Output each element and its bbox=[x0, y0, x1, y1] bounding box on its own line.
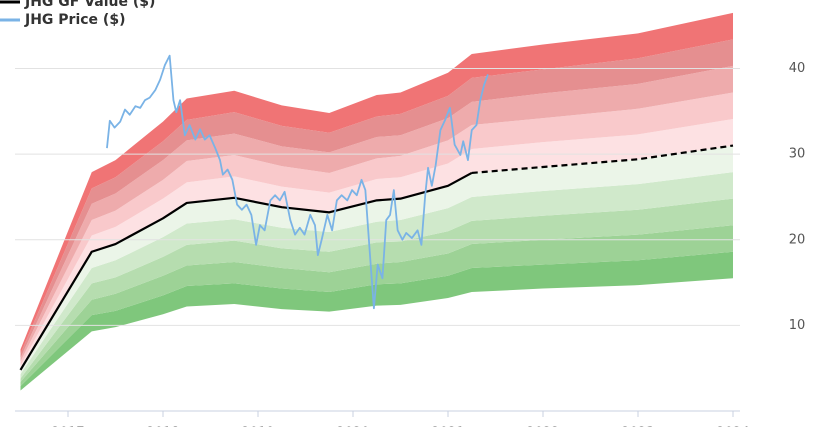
y-tick-label: 30 bbox=[789, 147, 806, 162]
value-band bbox=[20, 119, 733, 370]
legend-label: JHG GF Value ($) bbox=[24, 0, 155, 10]
value-band bbox=[20, 172, 733, 379]
grid bbox=[15, 68, 740, 326]
x-tick-label: 2020 bbox=[336, 426, 369, 427]
value-band bbox=[20, 251, 733, 391]
value-band bbox=[20, 39, 733, 358]
x-tick-label: 2023 bbox=[621, 426, 654, 427]
gf-value-line bbox=[19, 144, 734, 371]
value-band bbox=[20, 12, 733, 354]
x-tick-label: 2021 bbox=[431, 426, 464, 427]
x-tick-label: 2017 bbox=[51, 426, 84, 427]
x-tick-label: 2018 bbox=[146, 426, 179, 427]
x-tick-label: 2022 bbox=[526, 426, 559, 427]
value-band bbox=[20, 65, 733, 362]
legend: JHG GF Value ($) JHG Price ($) bbox=[0, 0, 155, 28]
price-line bbox=[106, 54, 489, 310]
value-band bbox=[20, 92, 733, 366]
y-tick-label: 20 bbox=[789, 232, 806, 247]
y-tick-label: 40 bbox=[789, 61, 806, 76]
y-tick-label: 10 bbox=[789, 318, 806, 333]
value-bands bbox=[20, 12, 733, 391]
x-tick-label: 2019 bbox=[241, 426, 274, 427]
value-band bbox=[20, 225, 733, 387]
legend-label: JHG Price ($) bbox=[24, 12, 125, 28]
axes: 10 20 30 40 2017 2018 2019 2020 2021 2022 2023 2024 bbox=[15, 61, 805, 427]
lines bbox=[19, 54, 734, 371]
value-band bbox=[20, 198, 733, 382]
x-tick-label: 2024 bbox=[716, 426, 749, 427]
